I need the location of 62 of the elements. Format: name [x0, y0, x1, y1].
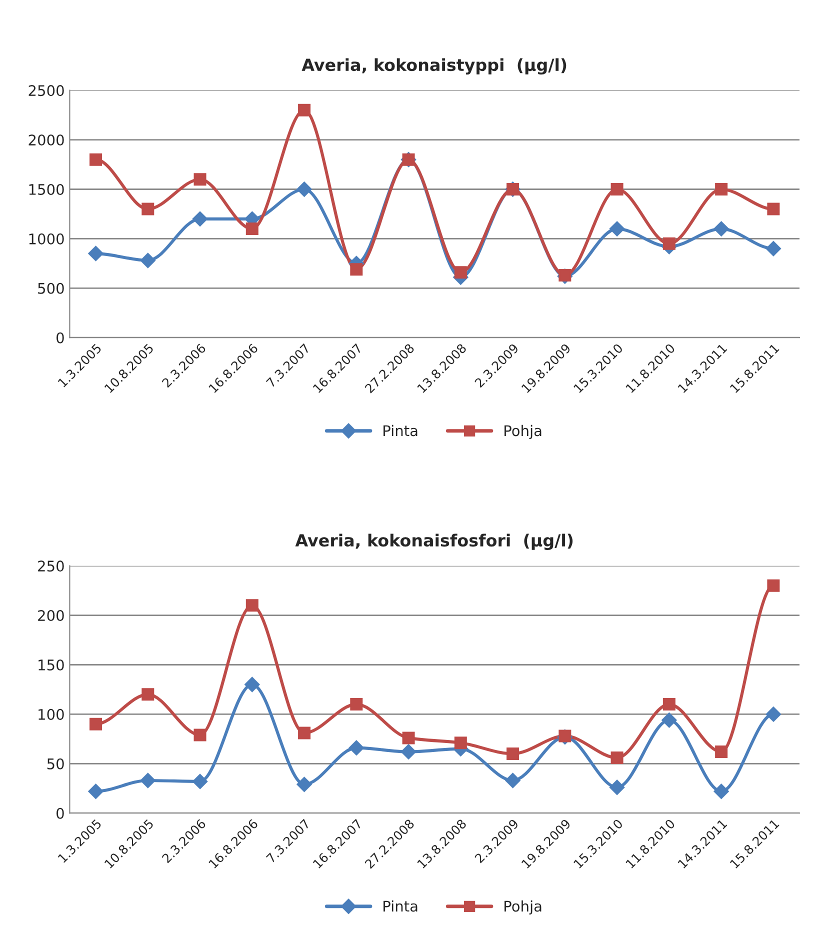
y-tick-label: 1000 [29, 233, 64, 244]
legend-label: Pohja [504, 900, 542, 915]
point [400, 744, 416, 760]
point [766, 241, 782, 256]
point [609, 221, 625, 236]
point [766, 706, 782, 722]
point [192, 211, 208, 226]
y-tick-label: 50 [47, 758, 64, 770]
point [296, 182, 312, 197]
point [506, 748, 520, 760]
point [140, 772, 156, 788]
y-tick-label: 250 [38, 560, 64, 572]
point [402, 732, 415, 744]
point [505, 772, 520, 788]
point [610, 751, 624, 764]
y-tick-label: 0 [56, 332, 64, 344]
y-tick-label: 150 [38, 659, 64, 670]
point [662, 698, 676, 711]
point [246, 222, 258, 236]
y-tick-label: 1500 [29, 184, 64, 195]
point [244, 676, 260, 692]
point [714, 221, 729, 236]
point [715, 746, 728, 758]
legend-label: Pohja [504, 424, 542, 440]
y-tick-label: 100 [38, 708, 64, 720]
point [142, 202, 154, 216]
point [298, 104, 311, 116]
chart-title: Averia, kokonaistyppi (µg/l) [302, 58, 566, 74]
point [609, 780, 625, 795]
point [298, 726, 311, 740]
legend-label: Pinta [384, 424, 418, 436]
point [350, 698, 363, 711]
point [90, 718, 102, 730]
y-tick-label: 200 [38, 610, 64, 622]
point [142, 688, 154, 701]
point [348, 740, 364, 756]
point [767, 579, 780, 592]
point [767, 202, 780, 216]
point [246, 599, 258, 612]
point [90, 153, 102, 166]
point [454, 736, 467, 750]
point [662, 237, 676, 250]
point [662, 712, 677, 728]
point [610, 183, 624, 196]
y-tick-label: 2500 [28, 85, 64, 96]
y-tick-label: 2000 [28, 134, 64, 146]
point [350, 263, 363, 276]
y-tick-label: 0 [56, 808, 64, 819]
legend-label: Pinta [384, 900, 418, 912]
point [194, 173, 206, 186]
point [140, 252, 156, 268]
point [715, 183, 728, 196]
chart-title: Averia, kokonaisfosfori (µg/l) [295, 534, 573, 550]
point [454, 266, 467, 279]
point [714, 784, 729, 799]
point [88, 784, 104, 799]
point [192, 774, 208, 790]
y-tick-label: 500 [38, 282, 64, 294]
point [296, 776, 312, 792]
point [88, 246, 104, 262]
point [558, 730, 572, 742]
point [194, 728, 206, 742]
